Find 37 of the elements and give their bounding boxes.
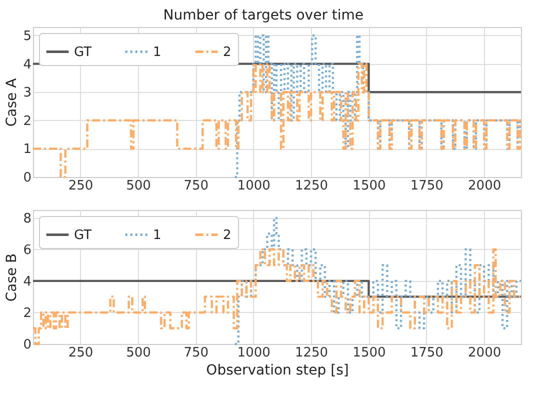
x-tick-label: 1000 (237, 346, 270, 360)
y-tick-label: 0 (23, 170, 32, 186)
x-tick-label: 1750 (410, 346, 444, 360)
legend-label: GT (74, 228, 92, 243)
x-tick-label: 1500 (352, 346, 386, 360)
legend-label: 2 (223, 44, 232, 60)
legend-label: 2 (223, 228, 232, 243)
x-tick-label: 1250 (294, 178, 328, 194)
x-axis-title: Observation step [s] (206, 362, 349, 378)
x-tick-label: 750 (184, 346, 209, 360)
y-tick-label: 2 (23, 306, 32, 321)
x-tick-label: 750 (184, 178, 209, 194)
x-tick-label: 500 (126, 346, 151, 360)
x-tick-label: 1250 (294, 346, 328, 360)
chart-title: Number of targets over time (163, 8, 364, 24)
y-axis-title: Case B (4, 253, 20, 302)
y-tick-label: 0 (23, 338, 32, 352)
x-tick-label: 1500 (352, 178, 386, 194)
y-tick-label: 5 (23, 28, 32, 44)
y-tick-label: 8 (23, 211, 32, 226)
x-tick-label: 1000 (237, 178, 270, 194)
legend-label: 1 (153, 44, 162, 60)
legend-label: GT (74, 44, 92, 60)
y-tick-label: 1 (23, 142, 32, 158)
y-tick-label: 2 (23, 114, 32, 129)
legend-label: 1 (153, 228, 162, 243)
x-tick-label: 2000 (468, 346, 502, 360)
y-tick-label: 4 (23, 57, 32, 72)
x-tick-label: 250 (68, 178, 94, 194)
x-tick-label: 250 (68, 346, 94, 360)
x-tick-label: 2000 (468, 178, 502, 194)
y-axis-title: Case A (4, 78, 20, 127)
y-tick-label: 6 (23, 242, 32, 258)
x-tick-label: 500 (126, 178, 151, 194)
x-tick-label: 1750 (410, 178, 444, 194)
y-tick-label: 4 (23, 274, 32, 290)
y-tick-label: 3 (23, 86, 32, 101)
